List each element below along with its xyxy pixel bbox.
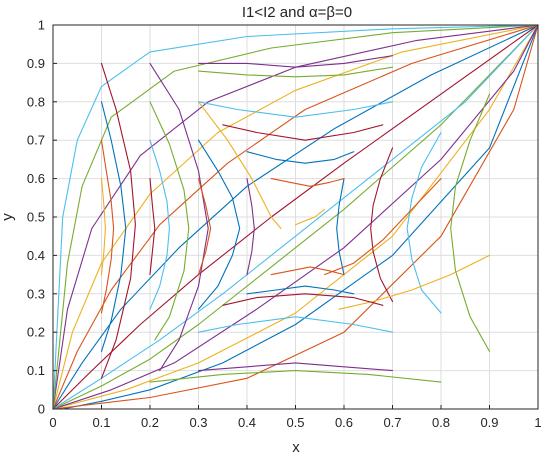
chart-title: I1<I2 and α=β=0 bbox=[242, 4, 352, 21]
ticks: 0 0.1 0.2 0.3 0.4 0.5 0.6 0.7 0.8 0.9 1 0 0.1 0.2 0.3 0… bbox=[27, 18, 542, 431]
series-line bbox=[52, 24, 539, 410]
series-line bbox=[370, 147, 394, 303]
series-line bbox=[197, 316, 394, 333]
series-line bbox=[246, 285, 355, 295]
y-tick-label: 0 bbox=[38, 402, 45, 417]
y-tick-label: 1 bbox=[38, 18, 45, 33]
series-line bbox=[62, 24, 539, 410]
series-line bbox=[52, 24, 539, 410]
y-tick-label: 0.1 bbox=[27, 363, 45, 378]
series-line bbox=[197, 55, 394, 68]
series-line bbox=[52, 24, 539, 410]
x-tick-label: 0.9 bbox=[480, 415, 498, 430]
series-line bbox=[52, 24, 539, 410]
series-line bbox=[406, 131, 442, 314]
series-line bbox=[52, 24, 539, 410]
series-line bbox=[197, 178, 212, 276]
x-tick-label: 0 bbox=[49, 415, 56, 430]
x-tick-label: 1 bbox=[534, 415, 541, 430]
y-axis-label: y bbox=[0, 213, 16, 221]
y-tick-label: 0.4 bbox=[27, 248, 45, 263]
series-line bbox=[450, 93, 491, 352]
x-axis-label: x bbox=[292, 439, 300, 456]
series-line bbox=[338, 254, 491, 310]
series-line bbox=[149, 139, 170, 310]
series-line bbox=[149, 178, 156, 276]
series-line bbox=[197, 362, 394, 372]
series-line bbox=[52, 24, 539, 410]
x-tick-label: 0.4 bbox=[238, 415, 256, 430]
series-line bbox=[100, 178, 106, 276]
series-line bbox=[222, 293, 384, 306]
series-line bbox=[52, 24, 539, 410]
series-line bbox=[52, 24, 539, 410]
series-line bbox=[149, 370, 442, 383]
x-tick-label: 0.1 bbox=[92, 415, 110, 430]
series-line bbox=[197, 66, 394, 78]
y-tick-label: 0.9 bbox=[27, 56, 45, 71]
x-tick-label: 0.3 bbox=[189, 415, 207, 430]
x-tick-label: 0.5 bbox=[286, 415, 304, 430]
series-line bbox=[52, 24, 539, 410]
y-tick-label: 0.6 bbox=[27, 171, 45, 186]
x-tick-label: 0.8 bbox=[432, 415, 450, 430]
series-line bbox=[270, 178, 345, 187]
series-line bbox=[324, 178, 442, 276]
series-line bbox=[222, 124, 384, 141]
series-line bbox=[246, 151, 355, 164]
y-tick-label: 0.3 bbox=[27, 286, 45, 301]
series-line bbox=[246, 178, 255, 276]
x-tick-label: 0.6 bbox=[335, 415, 353, 430]
series-line bbox=[149, 62, 209, 372]
series-line bbox=[197, 101, 394, 118]
series-line bbox=[270, 266, 345, 276]
y-tick-label: 0.7 bbox=[27, 133, 45, 148]
y-tick-label: 0.2 bbox=[27, 325, 45, 340]
series-line bbox=[149, 101, 190, 341]
x-tick-label: 0.2 bbox=[141, 415, 159, 430]
x-tick-label: 0.7 bbox=[383, 415, 401, 430]
series-line bbox=[336, 178, 345, 276]
series-line bbox=[52, 24, 539, 410]
series-line bbox=[294, 208, 326, 226]
y-tick-label: 0.8 bbox=[27, 94, 45, 109]
series-line bbox=[52, 24, 539, 410]
series-line bbox=[100, 62, 136, 379]
series-line bbox=[100, 139, 115, 314]
y-tick-label: 0.5 bbox=[27, 210, 45, 225]
series-line bbox=[100, 101, 127, 352]
series-line bbox=[197, 101, 282, 230]
series-group bbox=[52, 24, 539, 410]
series-line bbox=[197, 139, 241, 310]
